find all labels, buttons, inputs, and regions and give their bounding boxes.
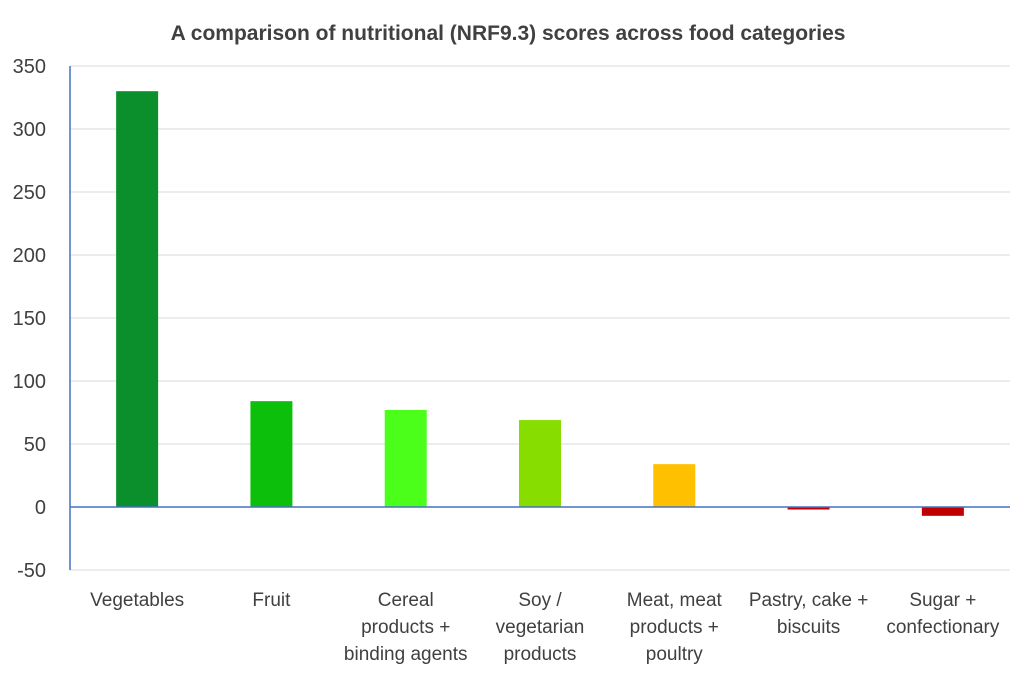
chart-title: A comparison of nutritional (NRF9.3) sco… [170,22,846,45]
y-tick-label: 100 [13,371,46,393]
x-category-label: poultry [646,644,704,665]
y-tick-label: 200 [13,245,46,267]
bar [921,507,964,516]
x-category-label: Pastry, cake + [749,590,869,611]
y-tick-label: 0 [35,497,46,519]
bar [787,507,830,510]
bar [116,91,159,507]
y-tick-label: 350 [13,56,46,78]
x-category-label: Meat, meat [627,590,723,611]
x-category-label: Vegetables [90,590,184,611]
x-category-label: Sugar + [909,590,976,611]
y-tick-label: 250 [13,182,46,204]
x-category-label: Fruit [252,590,291,611]
y-tick-label: 150 [13,308,46,330]
x-category-label: binding agents [344,644,468,665]
x-category-label: vegetarian [496,617,585,638]
x-category-label: products + [630,617,719,638]
x-category-label: confectionary [886,617,1000,638]
bar [384,409,427,507]
bar [519,420,561,507]
x-category-label: Cereal [378,590,434,611]
y-tick-label: 50 [24,434,46,456]
x-category-label: biscuits [777,617,840,638]
x-category-label: products + [361,617,450,638]
x-category-label: Soy / [518,590,562,611]
bar [653,464,696,507]
y-tick-label: -50 [17,560,46,582]
bar [250,401,293,507]
y-tick-label: 300 [13,119,46,141]
x-category-label: products [504,644,577,665]
